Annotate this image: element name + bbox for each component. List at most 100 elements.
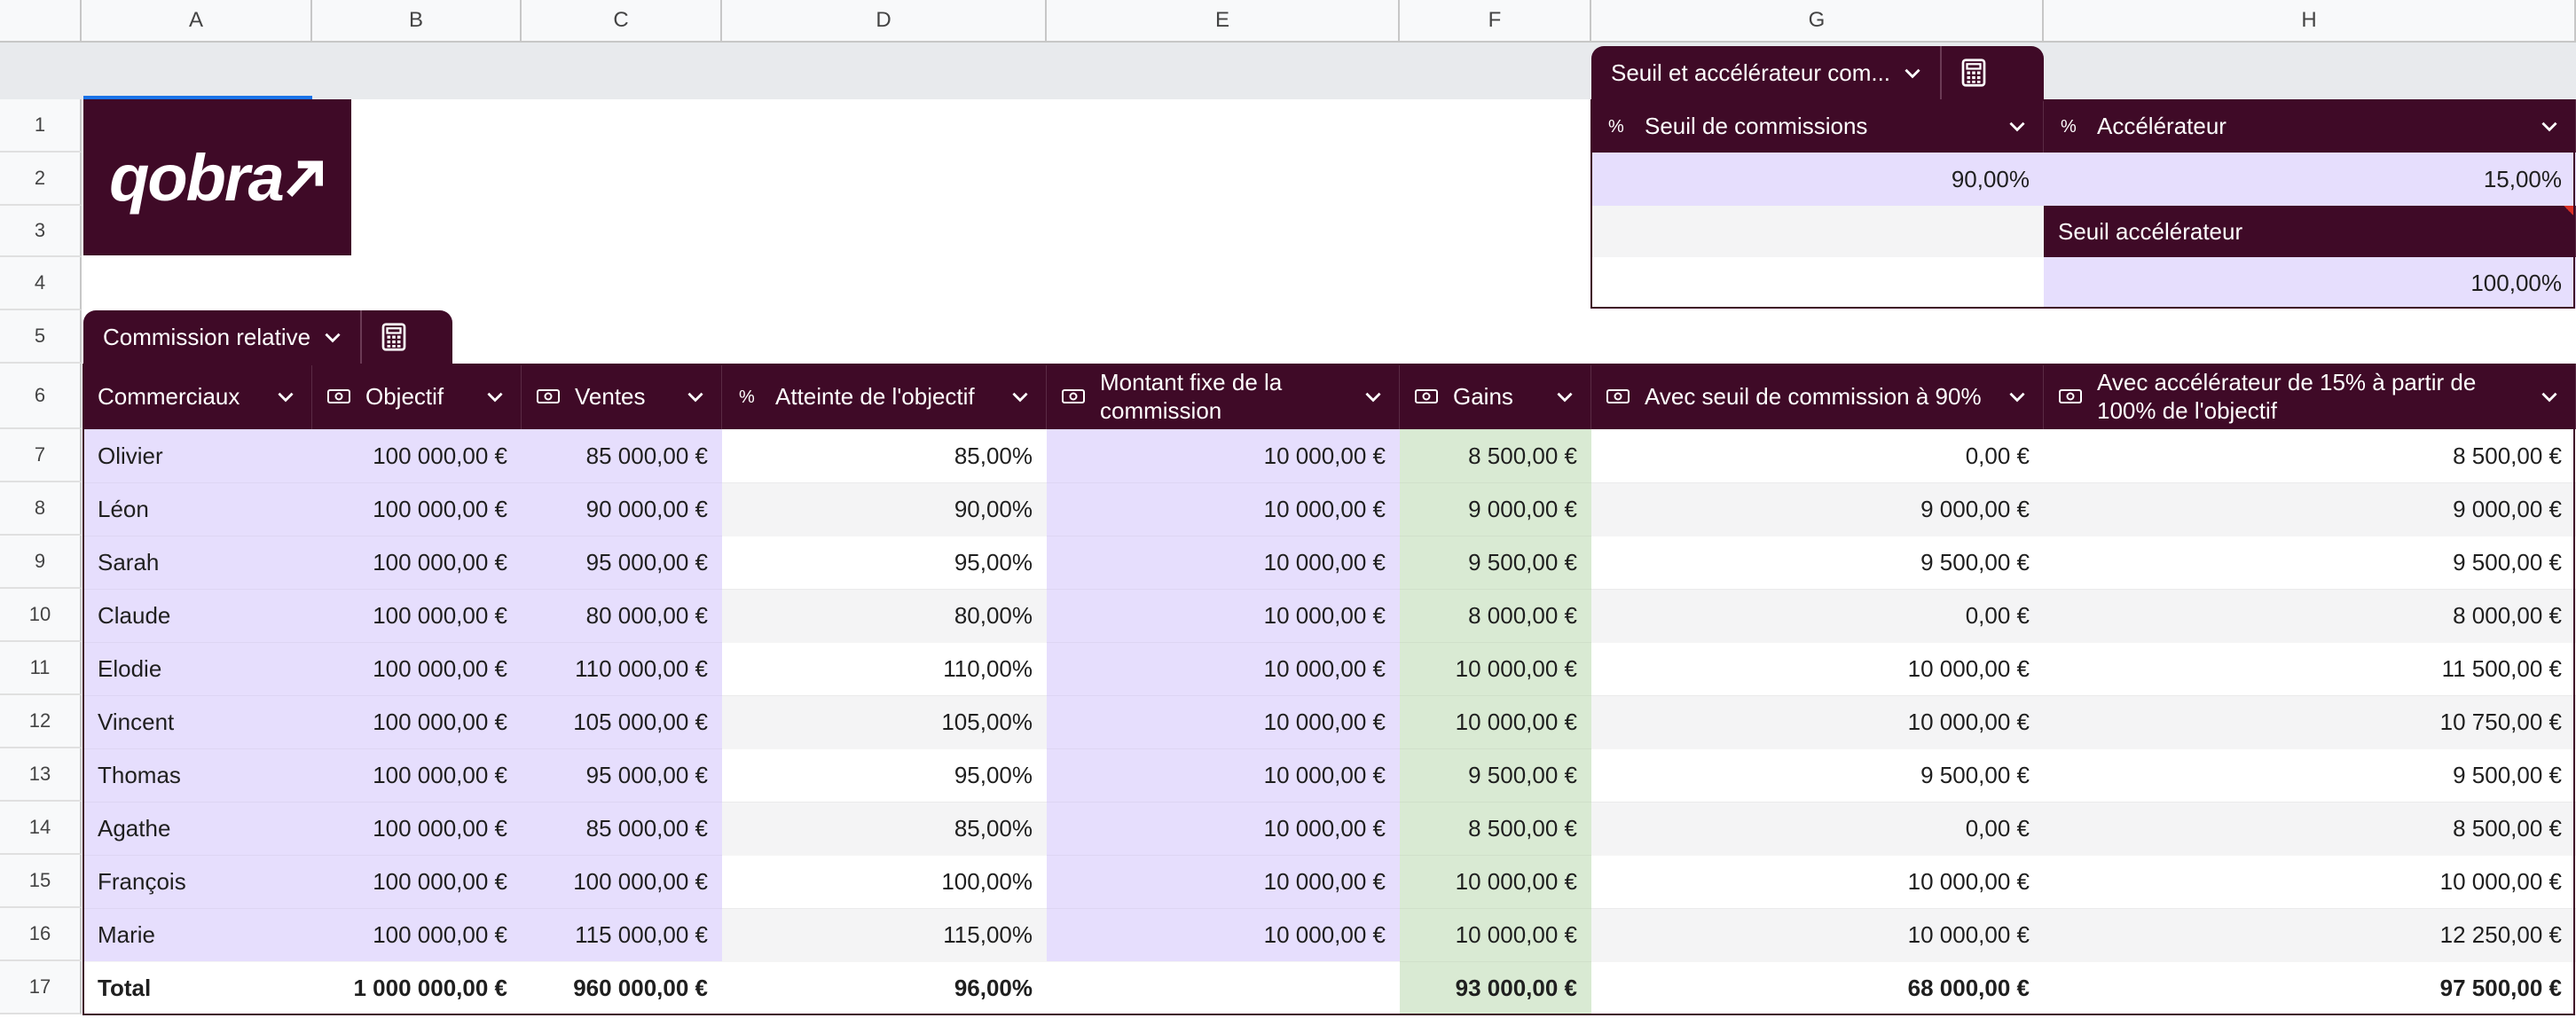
header-montant-fixe[interactable]: Montant fixe de la commission xyxy=(1047,364,1400,429)
cell-atteinte[interactable]: 110,00% xyxy=(722,642,1047,695)
cell-commerciaux[interactable]: Elodie xyxy=(83,642,312,695)
cell-atteinte[interactable]: 85,00% xyxy=(722,802,1047,855)
cell-gains[interactable]: 9 000,00 € xyxy=(1400,482,1591,536)
cell-gains[interactable]: 10 000,00 € xyxy=(1400,855,1591,908)
cell-commerciaux[interactable]: Claude xyxy=(83,589,312,642)
row-header-17[interactable]: 17 xyxy=(0,961,82,1014)
cell-objectif[interactable]: 100 000,00 € xyxy=(312,908,522,961)
row-header-1[interactable]: 1 xyxy=(0,99,82,153)
acc-threshold-label-cell[interactable]: Seuil accélérateur xyxy=(2044,206,2576,257)
threshold-value-cell[interactable]: 90,00% xyxy=(1591,153,2044,206)
cell-avec-seuil[interactable]: 9 500,00 € xyxy=(1591,536,2044,589)
cell-atteinte[interactable]: 95,00% xyxy=(722,536,1047,589)
cell-avec-accelerateur[interactable]: 8 500,00 € xyxy=(2044,429,2576,482)
chevron-down-icon[interactable] xyxy=(274,385,297,408)
row-header-8[interactable]: 8 xyxy=(0,482,82,536)
cell-gains[interactable]: 9 500,00 € xyxy=(1400,748,1591,802)
header-objectif[interactable]: Objectif xyxy=(312,364,522,429)
cell-avec-seuil[interactable]: 0,00 € xyxy=(1591,589,2044,642)
row-header-2[interactable]: 2 xyxy=(0,153,82,206)
row-header-16[interactable]: 16 xyxy=(0,908,82,961)
column-header-f[interactable]: F xyxy=(1400,0,1591,43)
cell-ventes[interactable]: 85 000,00 € xyxy=(522,802,722,855)
column-header-d[interactable]: D xyxy=(722,0,1047,43)
cell-objectif[interactable]: 100 000,00 € xyxy=(312,536,522,589)
cell-montant-fixe[interactable]: 10 000,00 € xyxy=(1047,482,1400,536)
cell-atteinte[interactable]: 90,00% xyxy=(722,482,1047,536)
chevron-down-icon[interactable] xyxy=(2538,385,2561,408)
header-avec-accelerateur[interactable]: Avec accélérateur de 15% à partir de 100… xyxy=(2044,364,2576,429)
chevron-down-icon[interactable] xyxy=(483,385,507,408)
cell-gains[interactable]: 10 000,00 € xyxy=(1400,642,1591,695)
main-table-tab[interactable]: Commission relative xyxy=(83,310,452,364)
cell-avec-seuil[interactable]: 0,00 € xyxy=(1591,802,2044,855)
cell-atteinte[interactable]: 95,00% xyxy=(722,748,1047,802)
cell-commerciaux[interactable]: Olivier xyxy=(83,429,312,482)
settings-header-threshold[interactable]: % Seuil de commissions xyxy=(1591,99,2044,153)
cell-objectif[interactable]: 100 000,00 € xyxy=(312,482,522,536)
header-ventes[interactable]: Ventes xyxy=(522,364,722,429)
column-header-h[interactable]: H xyxy=(2044,0,2576,43)
chevron-down-icon[interactable] xyxy=(684,385,707,408)
cell-montant-fixe[interactable]: 10 000,00 € xyxy=(1047,642,1400,695)
accelerator-value-cell[interactable]: 15,00% xyxy=(2044,153,2576,206)
total-gains[interactable]: 93 000,00 € xyxy=(1400,961,1591,1014)
cell-avec-seuil[interactable]: 0,00 € xyxy=(1591,429,2044,482)
cell-atteinte[interactable]: 100,00% xyxy=(722,855,1047,908)
cell-objectif[interactable]: 100 000,00 € xyxy=(312,802,522,855)
total-atteinte[interactable]: 96,00% xyxy=(722,961,1047,1014)
header-atteinte[interactable]: % Atteinte de l'objectif xyxy=(722,364,1047,429)
cell-avec-accelerateur[interactable]: 8 000,00 € xyxy=(2044,589,2576,642)
cell-commerciaux[interactable]: François xyxy=(83,855,312,908)
cell-objectif[interactable]: 100 000,00 € xyxy=(312,589,522,642)
header-commerciaux[interactable]: Commerciaux xyxy=(83,364,312,429)
cell-gains[interactable]: 9 500,00 € xyxy=(1400,536,1591,589)
total-commerciaux[interactable]: Total xyxy=(83,961,312,1014)
cell-avec-accelerateur[interactable]: 11 500,00 € xyxy=(2044,642,2576,695)
cell-montant-fixe[interactable]: 10 000,00 € xyxy=(1047,855,1400,908)
chevron-down-icon[interactable] xyxy=(1362,385,1385,408)
cell-ventes[interactable]: 85 000,00 € xyxy=(522,429,722,482)
cell-objectif[interactable]: 100 000,00 € xyxy=(312,855,522,908)
chevron-down-icon[interactable] xyxy=(2006,385,2029,408)
cell-montant-fixe[interactable]: 10 000,00 € xyxy=(1047,908,1400,961)
settings-header-accelerator[interactable]: % Accélérateur xyxy=(2044,99,2576,153)
cell-objectif[interactable]: 100 000,00 € xyxy=(312,695,522,748)
cell-avec-seuil[interactable]: 10 000,00 € xyxy=(1591,642,2044,695)
cell-ventes[interactable]: 95 000,00 € xyxy=(522,536,722,589)
row-header-15[interactable]: 15 xyxy=(0,855,82,908)
acc-threshold-value-cell[interactable]: 100,00% xyxy=(2044,257,2576,309)
cell-ventes[interactable]: 90 000,00 € xyxy=(522,482,722,536)
row-header-5[interactable]: 5 xyxy=(0,310,82,364)
cell-objectif[interactable]: 100 000,00 € xyxy=(312,642,522,695)
row-header-13[interactable]: 13 xyxy=(0,748,82,802)
row-header-10[interactable]: 10 xyxy=(0,589,82,642)
cell-atteinte[interactable]: 80,00% xyxy=(722,589,1047,642)
cell-montant-fixe[interactable]: 10 000,00 € xyxy=(1047,748,1400,802)
cell-avec-accelerateur[interactable]: 9 500,00 € xyxy=(2044,748,2576,802)
cell-avec-accelerateur[interactable]: 9 500,00 € xyxy=(2044,536,2576,589)
cell-montant-fixe[interactable]: 10 000,00 € xyxy=(1047,589,1400,642)
calculator-icon[interactable] xyxy=(378,321,410,353)
total-avec-accelerateur[interactable]: 97 500,00 € xyxy=(2044,961,2576,1014)
cell-atteinte[interactable]: 85,00% xyxy=(722,429,1047,482)
chevron-down-icon[interactable] xyxy=(2006,114,2029,137)
row-header-11[interactable]: 11 xyxy=(0,642,82,695)
cell-atteinte[interactable]: 105,00% xyxy=(722,695,1047,748)
cell-commerciaux[interactable]: Agathe xyxy=(83,802,312,855)
cell-avec-seuil[interactable]: 10 000,00 € xyxy=(1591,695,2044,748)
cell-gains[interactable]: 8 000,00 € xyxy=(1400,589,1591,642)
cell-ventes[interactable]: 100 000,00 € xyxy=(522,855,722,908)
row-header-6[interactable]: 6 xyxy=(0,364,82,429)
cell-gains[interactable]: 10 000,00 € xyxy=(1400,908,1591,961)
chevron-down-icon[interactable] xyxy=(1009,385,1032,408)
column-header-b[interactable]: B xyxy=(312,0,522,43)
cell-montant-fixe[interactable]: 10 000,00 € xyxy=(1047,802,1400,855)
cell-avec-seuil[interactable]: 10 000,00 € xyxy=(1591,908,2044,961)
cell-gains[interactable]: 8 500,00 € xyxy=(1400,802,1591,855)
cell-ventes[interactable]: 115 000,00 € xyxy=(522,908,722,961)
row-header-12[interactable]: 12 xyxy=(0,695,82,748)
cell-objectif[interactable]: 100 000,00 € xyxy=(312,748,522,802)
cell-ventes[interactable]: 105 000,00 € xyxy=(522,695,722,748)
cell-gains[interactable]: 8 500,00 € xyxy=(1400,429,1591,482)
